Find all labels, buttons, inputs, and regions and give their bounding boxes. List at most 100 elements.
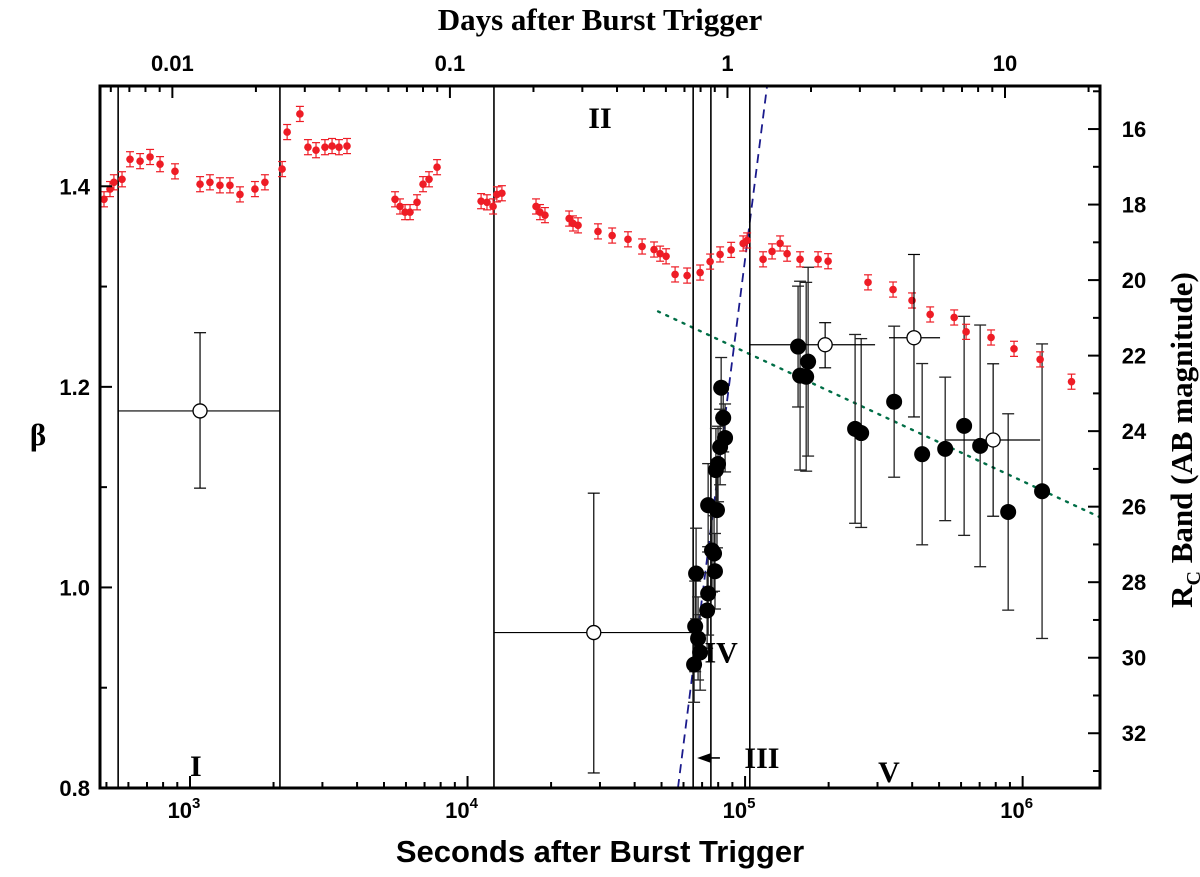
red-data-point (312, 146, 320, 154)
black-data-point (972, 437, 989, 454)
x-tick-label: 104 (445, 795, 478, 823)
red-data-point (196, 180, 204, 188)
red-data-point (656, 249, 664, 258)
red-data-point (146, 153, 154, 161)
red-data-point (406, 208, 414, 216)
y2-tick-label: 16 (1122, 117, 1146, 142)
red-data-point (321, 143, 329, 151)
y2-tick-label: 28 (1122, 570, 1146, 595)
black-data-point (699, 602, 716, 619)
x-tick-base: 10 (168, 798, 192, 823)
black-data-point (707, 462, 724, 479)
red-data-point (206, 178, 214, 187)
red-data-point (541, 211, 549, 219)
shallow-fit-dotted-line (656, 310, 1102, 519)
y2-tick-label: 30 (1122, 646, 1146, 671)
left-axis-title: β (30, 417, 46, 452)
x-tick-exp: 6 (1025, 795, 1033, 812)
top-axis-title: Days after Burst Trigger (438, 2, 763, 37)
black-data-point (1034, 483, 1051, 500)
beta-open-circle (192, 403, 208, 419)
region-label-IV: IV (704, 637, 738, 670)
black-data-point (706, 563, 723, 580)
black-data-point (717, 429, 734, 446)
y-tick-label: 1.4 (59, 174, 90, 199)
y-tick-label: 1.0 (59, 575, 90, 600)
red-data-point (594, 227, 602, 236)
region-III-arrow-head (697, 752, 712, 763)
black-data-point (1000, 503, 1017, 520)
red-data-point (783, 249, 791, 258)
region-boundaries (117, 86, 751, 788)
red-data-point (908, 296, 916, 305)
y-tick-label: 1.2 (59, 375, 90, 400)
red-data-point (118, 175, 126, 184)
red-data-point (716, 250, 724, 259)
beta-open-circle (586, 624, 602, 641)
black-data-point (956, 417, 973, 434)
top-x-tick-label: 10 (993, 51, 1017, 76)
black-data-point (790, 338, 807, 355)
red-data-point (624, 235, 632, 244)
bottom-axis-title: Seconds after Burst Trigger (396, 834, 804, 869)
y2-tick-label: 20 (1122, 268, 1146, 293)
red-data-point (962, 328, 970, 336)
black-data-point (800, 353, 817, 370)
red-data-point (216, 181, 224, 190)
red-data-point (926, 310, 934, 319)
top-x-tick-label: 0.01 (151, 51, 194, 76)
red-data-point (696, 268, 704, 277)
red-data-point (814, 255, 822, 264)
red-data-point (425, 175, 433, 184)
x-tick-base: 10 (723, 798, 747, 823)
black-data-point (686, 656, 703, 673)
black-data-point (886, 393, 903, 410)
red-data-point (335, 143, 343, 151)
y2-tick-label: 26 (1122, 495, 1146, 520)
black-data-point (715, 409, 732, 426)
red-data-point (671, 270, 679, 279)
beta-open-circle (906, 330, 922, 346)
region-label-III: III (744, 742, 779, 775)
red-data-point (662, 252, 670, 261)
right-axis-title-rest: Band (AB magnitude) (1164, 272, 1199, 571)
red-data-point (226, 181, 234, 190)
red-data-point (824, 257, 832, 266)
red-data-point (343, 142, 351, 150)
red-data-point (391, 195, 399, 204)
red-data-point (889, 285, 897, 294)
red-data-point (110, 178, 118, 187)
red-data-point (136, 157, 144, 165)
red-data-point (489, 202, 497, 211)
top-x-tick-label: 1 (721, 51, 733, 76)
top-x-tick-label: 0.1 (435, 51, 466, 76)
red-data-point (156, 160, 164, 168)
red-data-point (950, 313, 958, 322)
black-data-point (708, 502, 725, 519)
red-data-point (768, 247, 776, 256)
x-tick-exp: 5 (747, 795, 755, 812)
red-data-point (477, 197, 485, 205)
x-tick-base: 10 (445, 798, 469, 823)
red-data-point (483, 198, 491, 207)
y-tick-label: 0.8 (59, 776, 90, 801)
x-tick-exp: 4 (470, 795, 479, 812)
black-data-point (713, 379, 730, 396)
red-data-point (278, 165, 286, 173)
black-data-point (690, 630, 707, 647)
y2-tick-label: 18 (1122, 193, 1146, 218)
red-data-point (706, 257, 714, 266)
black-data-point (692, 644, 709, 661)
red-data-point (796, 255, 804, 264)
black-data-point (798, 368, 815, 385)
region-label-V: V (878, 756, 900, 789)
black-data-point (853, 425, 870, 442)
red-data-point (126, 155, 134, 164)
region-label-I: I (190, 750, 202, 783)
red-data-point (987, 333, 995, 342)
red-data-point (759, 255, 767, 264)
right-axis-title-sub: C (1183, 571, 1200, 585)
